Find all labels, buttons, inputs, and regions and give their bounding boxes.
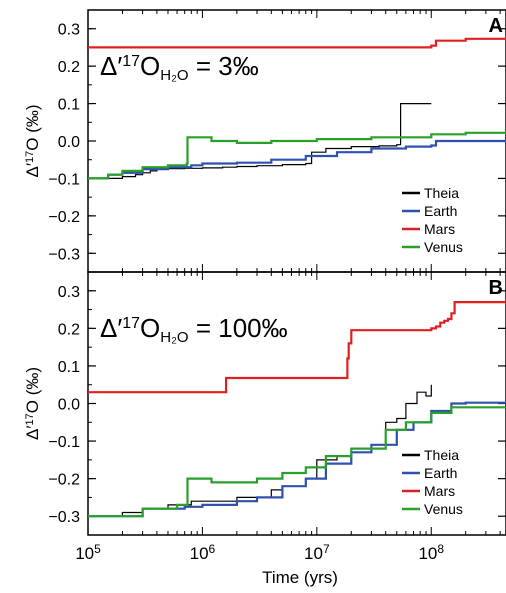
panel-letter: B xyxy=(489,277,503,299)
y-tick-label: −0.3 xyxy=(48,509,80,526)
legend-label-venus: Venus xyxy=(424,501,463,517)
annotation-delta: Δ′ xyxy=(100,51,122,81)
series-line-earth xyxy=(88,139,506,180)
y-tick-label: −0.1 xyxy=(48,171,80,188)
series-line-theia xyxy=(88,103,432,179)
x-tick-label: 107 xyxy=(304,542,330,563)
y-tick-label: 0.1 xyxy=(58,359,80,376)
y-axis-label: Δ′17O (‰) xyxy=(23,367,42,440)
y-tick-label: 0.0 xyxy=(58,134,80,151)
annotation-sup: 17 xyxy=(122,53,140,70)
x-tick-base: 10 xyxy=(190,544,209,563)
y-label-pre: Δ′ xyxy=(23,425,42,440)
annotation-sub: H₂O xyxy=(160,329,188,346)
y-label-post: O (‰) xyxy=(23,104,42,150)
x-axis: 105 106 107 108 xyxy=(75,542,444,563)
legend-label-earth: Earth xyxy=(424,203,457,219)
y-tick-label: −0.1 xyxy=(48,434,80,451)
x-tick-exp: 5 xyxy=(94,542,101,556)
annotation-sub: H₂O xyxy=(160,67,188,84)
legend-label-venus: Venus xyxy=(424,239,463,255)
panel-a: 0.3 0.2 0.1 0.0 −0.1 −0.2 −0.3 Theia Earth Mars Ve… xyxy=(23,9,506,273)
y-tick-label: 0.0 xyxy=(58,397,80,414)
x-tick-exp: 8 xyxy=(437,542,444,556)
annotation-main: O xyxy=(140,313,160,343)
annotation-sup: 17 xyxy=(122,315,140,332)
y-tick-label: 0.2 xyxy=(58,321,80,338)
annotation-delta: Δ′ xyxy=(100,313,122,343)
y-label-sup: 17 xyxy=(24,151,36,163)
annotation-rhs: = 100‰ xyxy=(189,313,288,343)
y-tick-label: 0.3 xyxy=(58,22,80,39)
x-tick-base: 10 xyxy=(75,544,94,563)
annotation-equation: Δ′17OH₂O = 100‰ xyxy=(100,313,288,346)
y-label-post: O (‰) xyxy=(23,367,42,413)
series-line-venus xyxy=(88,131,506,180)
y-tick-label: −0.3 xyxy=(48,246,80,263)
y-axis-label: Δ′17O (‰) xyxy=(23,104,42,177)
series-line-mars xyxy=(88,300,506,394)
series-line-mars xyxy=(88,37,506,49)
x-tick-label: 106 xyxy=(190,542,216,563)
y-label-pre: Δ′ xyxy=(23,163,42,178)
x-tick-base: 10 xyxy=(418,544,437,563)
legend-label-theia: Theia xyxy=(424,185,459,201)
y-tick-label: −0.2 xyxy=(48,472,80,489)
annotation-main: O xyxy=(140,51,160,81)
x-tick-base: 10 xyxy=(304,544,323,563)
annotation-equation: Δ′17OH₂O = 3‰ xyxy=(100,51,259,84)
legend-label-earth: Earth xyxy=(424,465,457,481)
panel-letter: A xyxy=(489,15,503,37)
legend-label-mars: Mars xyxy=(424,221,455,237)
x-tick-exp: 6 xyxy=(209,542,216,556)
y-tick-label: −0.2 xyxy=(48,209,80,226)
panel-b: 0.3 0.2 0.1 0.0 −0.1 −0.2 −0.3 Theia Earth Mars Ve… xyxy=(23,271,506,536)
y-tick-label: 0.1 xyxy=(58,97,80,114)
legend-label-mars: Mars xyxy=(424,483,455,499)
x-tick-label: 105 xyxy=(75,542,101,563)
annotation-rhs: = 3‰ xyxy=(189,51,259,81)
y-label-sup: 17 xyxy=(24,413,36,425)
series-line-venus xyxy=(88,406,506,518)
x-tick-exp: 7 xyxy=(323,542,330,556)
x-axis-label: Time (yrs) xyxy=(262,568,338,587)
legend-label-theia: Theia xyxy=(424,447,459,463)
x-tick-label: 108 xyxy=(418,542,444,563)
y-tick-label: 0.3 xyxy=(58,284,80,301)
y-tick-label: 0.2 xyxy=(58,59,80,76)
